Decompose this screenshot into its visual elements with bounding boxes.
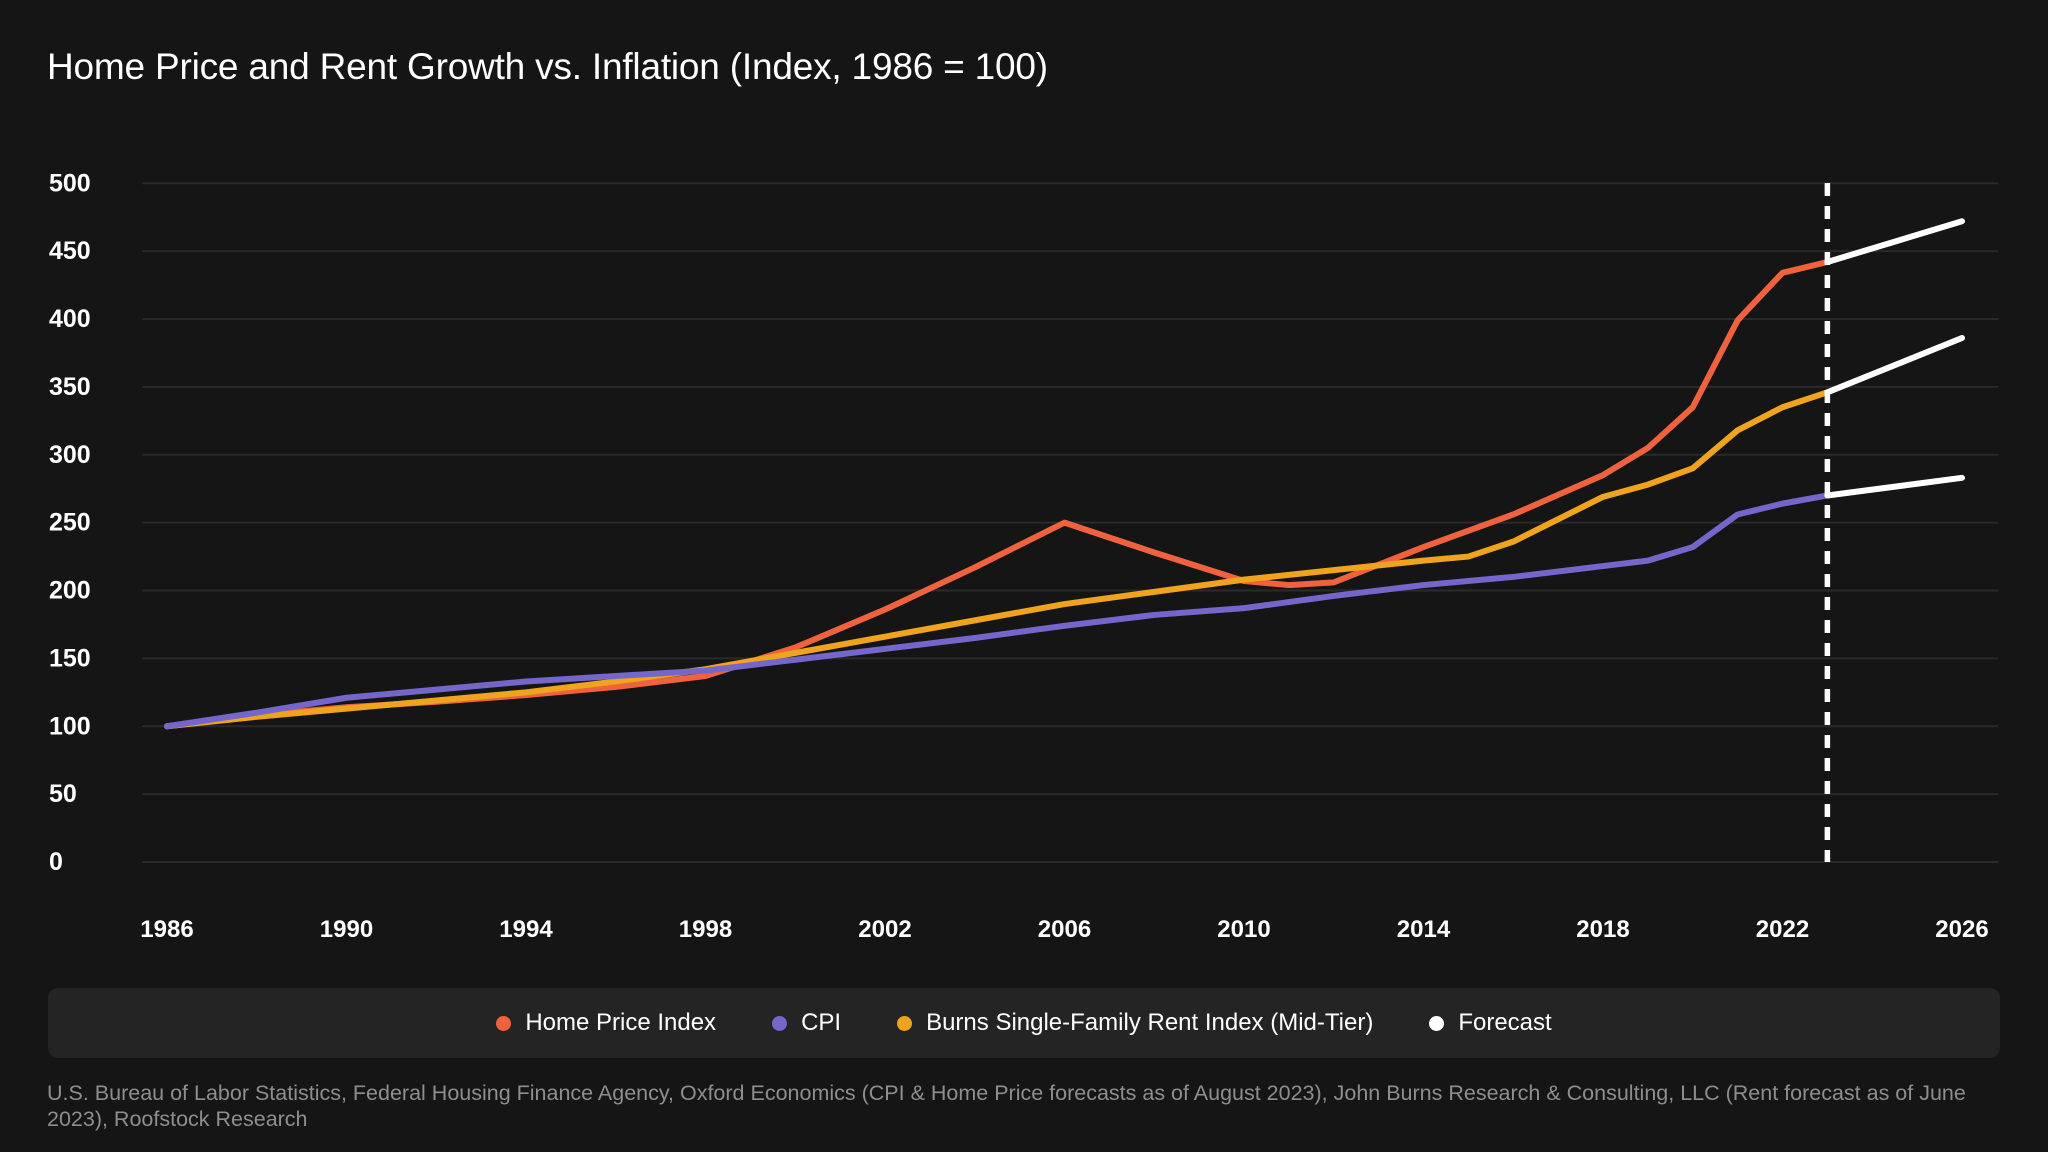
series-line-cpi [164,492,1831,730]
x-tick-label-2002: 2002 [858,916,911,943]
y-tick-label-450: 450 [49,237,91,265]
x-tick-label-1998: 1998 [679,916,732,943]
y-tick-label-250: 250 [49,509,91,537]
series-line-forecast-home-price-index [1824,218,1965,265]
y-tick-label-0: 0 [49,848,63,876]
cpi-dot-icon [772,1015,788,1031]
legend-label: Home Price Index [525,1009,717,1036]
source-attribution: U.S. Bureau of Labor Statistics, Federal… [47,1081,1966,1132]
x-tick-label-2010: 2010 [1217,916,1270,943]
x-tick-label-1986: 1986 [140,916,193,943]
x-tick-label-1990: 1990 [320,916,373,943]
x-tick-label-2026: 2026 [1935,916,1988,943]
legend-item-cpi: CPI [772,1009,841,1037]
y-tick-label-400: 400 [49,305,91,333]
legend-item-home-price-index: Home Price Index [496,1009,716,1037]
series-line-forecast-rent-index [1824,335,1965,396]
legend-label: CPI [801,1009,842,1036]
rent-index-dot-icon [897,1015,913,1031]
series-line-home-price-index [164,258,1831,730]
chart-title: Home Price and Rent Growth vs. Inflation… [47,46,1048,87]
forecast-dot-icon [1429,1015,1445,1031]
x-tick-label-2006: 2006 [1038,916,1091,943]
x-tick-label-1994: 1994 [499,916,553,943]
x-tick-label-2018: 2018 [1576,916,1629,943]
y-tick-label-100: 100 [49,712,91,740]
y-tick-label-350: 350 [49,373,91,401]
y-tick-label-500: 500 [49,169,91,197]
y-tick-label-50: 50 [49,780,77,808]
legend-label: Burns Single-Family Rent Index (Mid-Tier… [926,1009,1374,1036]
home-price-index-dot-icon [496,1015,512,1031]
legend-item-rent-index: Burns Single-Family Rent Index (Mid-Tier… [897,1009,1373,1037]
x-tick-label-2014: 2014 [1397,916,1451,943]
x-tick-label-2022: 2022 [1756,916,1809,943]
legend-bar: Home Price Index CPI Burns Single-Family… [48,988,2000,1058]
series-line-forecast-cpi [1824,474,1965,499]
legend-item-forecast: Forecast [1429,1009,1552,1037]
series-line-burns-single-family-rent-index-mid-tier [164,389,1831,730]
legend-label: Forecast [1458,1009,1552,1036]
y-tick-label-300: 300 [49,441,91,469]
y-tick-label-200: 200 [49,577,91,605]
y-tick-label-150: 150 [49,644,91,672]
